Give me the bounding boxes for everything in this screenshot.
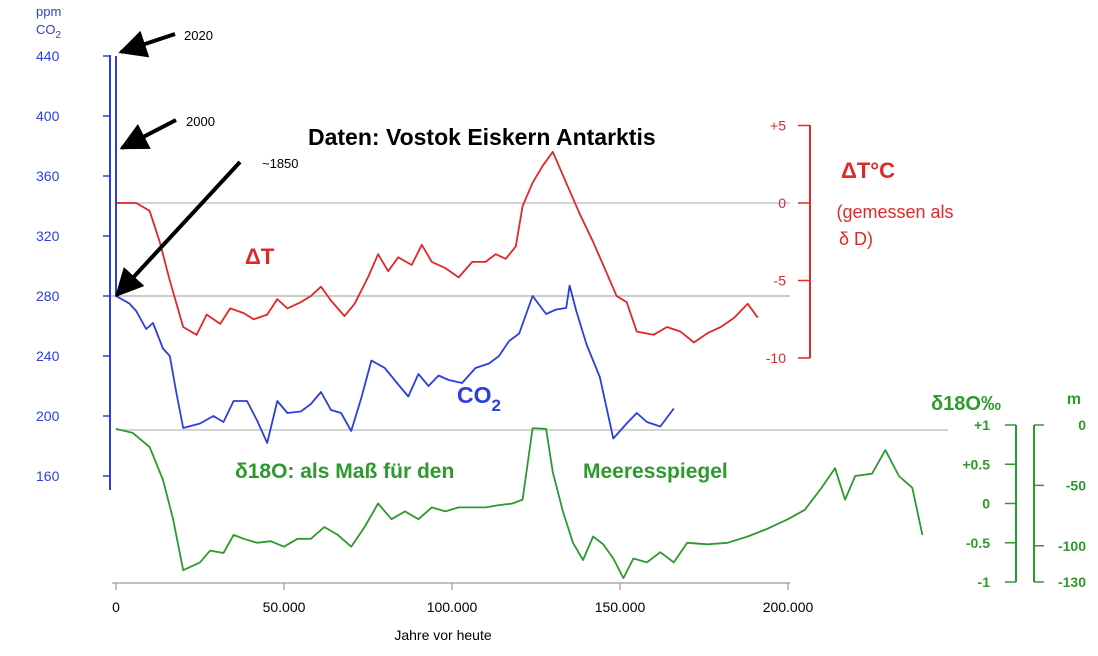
co2-tick-label: 240 (36, 348, 60, 364)
annotation-label: 2000 (186, 114, 215, 129)
x-tick-label: 0 (112, 599, 120, 615)
chart-title: Daten: Vostok Eiskern Antarktis (308, 124, 656, 150)
x-tick-label: 100.000 (427, 599, 478, 615)
x-axis-label: Jahre vor heute (394, 627, 491, 643)
sea-level-tick-label: -130 (1058, 574, 1086, 590)
annotation-label: 2020 (184, 28, 213, 43)
co2-tick-label: 320 (36, 228, 60, 244)
co2-axis-title: CO2 (36, 22, 62, 41)
x-tick-label: 150.000 (595, 599, 646, 615)
co2-axis-title-unit: ppm (36, 4, 61, 19)
x-tick-label: 50.000 (263, 599, 306, 615)
sea-level-tick-label: 0 (1078, 417, 1086, 433)
co2-tick-label: 160 (36, 468, 60, 484)
temp-axis-title: ΔT°C (841, 158, 895, 183)
temp-axis-subtitle-1: (gemessen als (836, 202, 953, 222)
temp-tick-label: -5 (774, 273, 787, 289)
series-line-co2 (115, 284, 675, 444)
annotation-arrow (118, 30, 176, 58)
sea-level-tick-label: -100 (1058, 538, 1086, 554)
annotation-arrow (119, 118, 177, 150)
d18o-series-label-2: Meeresspiegel (583, 460, 728, 483)
d18o-tick-label: 0 (982, 496, 990, 512)
d18o-axis-title: δ18O‰ (931, 393, 1001, 415)
x-tick-label: 200.000 (763, 599, 814, 615)
temp-series-label: ΔT (245, 244, 275, 269)
d18o-tick-label: -1 (978, 574, 991, 590)
sea-level-tick-label: -50 (1066, 477, 1086, 493)
axes: 440400360320280240200160ppmCO2+50-5-10ΔT… (36, 4, 1086, 615)
series-lines (115, 56, 924, 579)
co2-tick-label: 360 (36, 168, 60, 184)
labels: 2020 2000 ~1850 ΔT CO2 δ18O: als Maß für den M… (115, 28, 728, 483)
sea-level-axis-title: m (1067, 391, 1081, 408)
series-line-temperature (116, 150, 759, 344)
d18o-tick-label: +0.5 (962, 456, 990, 472)
d18o-series-label: δ18O: als Maß für den (235, 460, 454, 483)
annotation-label: ~1850 (262, 156, 299, 171)
co2-tick-label: 280 (36, 288, 60, 304)
temp-axis-subtitle-2: δ D) (839, 229, 873, 249)
temp-tick-label: -10 (766, 350, 786, 366)
co2-tick-label: 200 (36, 408, 60, 424)
d18o-tick-label: +1 (974, 417, 990, 433)
guide-lines (108, 202, 948, 431)
co2-series-label: CO2 (457, 382, 501, 415)
annotation-arrow (115, 160, 242, 298)
d18o-tick-label: -0.5 (966, 535, 990, 551)
temp-tick-label: +5 (770, 118, 786, 134)
temp-tick-label: 0 (778, 195, 786, 211)
co2-tick-label: 400 (36, 108, 60, 124)
co2-tick-label: 440 (36, 48, 60, 64)
series-line-d18o (115, 427, 924, 579)
